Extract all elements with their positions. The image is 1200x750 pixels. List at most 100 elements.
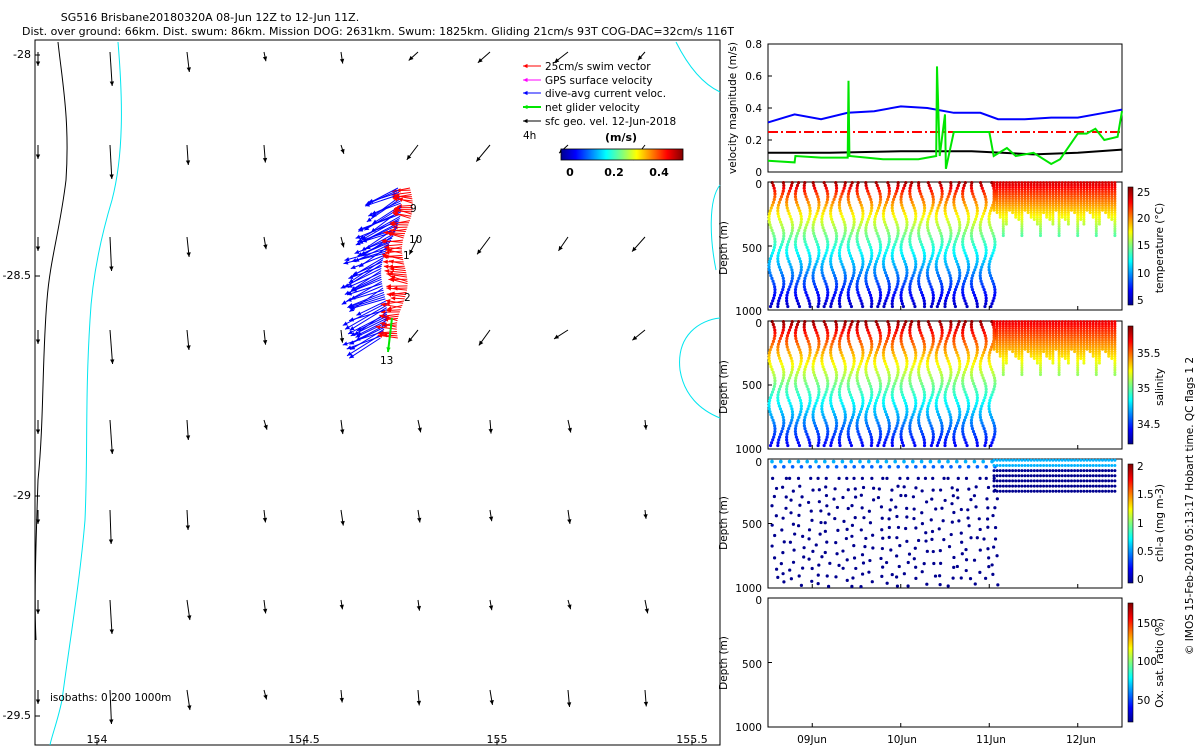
profile-point	[943, 351, 948, 355]
profile-point	[877, 424, 881, 428]
profile-point	[855, 424, 859, 428]
chl-point	[895, 554, 899, 558]
profile-point	[1008, 197, 1011, 201]
profile-point	[930, 192, 934, 196]
vel-ytick-0-6: 0.6	[745, 71, 762, 83]
profile-point	[957, 356, 961, 360]
section-colorbar-0	[1127, 186, 1134, 306]
profile-point	[980, 325, 984, 329]
chl-point	[1020, 474, 1024, 478]
profile-point	[934, 356, 938, 360]
chl-point	[814, 543, 818, 547]
profile-point	[1076, 211, 1080, 215]
profile-point	[912, 410, 916, 414]
profile-point	[1051, 347, 1055, 351]
profile-point	[773, 379, 777, 383]
profile-point	[929, 396, 933, 400]
profile-point	[816, 197, 821, 202]
profile-point	[1070, 204, 1073, 208]
profile-point	[843, 367, 847, 372]
profile-point	[971, 273, 975, 278]
profile-point	[851, 351, 855, 355]
profile-point	[1042, 192, 1046, 196]
profile-point	[808, 398, 812, 403]
profile-point	[918, 362, 922, 366]
profile-point	[1008, 345, 1011, 349]
profile-point	[1070, 192, 1073, 196]
chl-point	[1045, 489, 1049, 493]
profile-point	[1014, 327, 1018, 331]
profile-point	[1008, 331, 1011, 335]
dac-vector-31-head	[350, 264, 356, 270]
profile-point	[858, 248, 862, 252]
profile-point	[1001, 327, 1005, 331]
geo-arrow-0-6	[35, 600, 41, 614]
profile-point	[847, 438, 851, 442]
profile-point	[776, 254, 780, 258]
profile-point	[822, 181, 826, 185]
profile-point	[1110, 215, 1114, 219]
profile-point	[995, 199, 999, 203]
profile-point	[1039, 211, 1042, 215]
chl-point	[906, 584, 910, 588]
profile-point	[829, 265, 834, 269]
profile-point	[834, 367, 838, 372]
geo-arrow-7-7	[566, 689, 572, 708]
profile-point	[847, 237, 851, 241]
chl-point	[889, 548, 893, 552]
profile-point	[830, 356, 834, 360]
profile-point	[1110, 206, 1114, 210]
profile-point	[917, 276, 921, 280]
profile-point	[875, 231, 879, 235]
profile-point	[980, 404, 984, 408]
profile-point	[829, 345, 833, 349]
chl-point	[1017, 479, 1021, 483]
profile-point	[890, 304, 895, 309]
profile-point	[1063, 333, 1067, 337]
chl-point	[862, 516, 866, 520]
profile-point	[1001, 194, 1005, 198]
profile-point	[1110, 208, 1114, 212]
profile-point	[956, 421, 960, 425]
chl-point	[959, 507, 963, 512]
profile-point	[1070, 199, 1073, 203]
profile-point	[1011, 181, 1015, 185]
chl-point	[779, 459, 783, 464]
profile-point	[1042, 343, 1046, 347]
swim-vector-25-head	[381, 238, 387, 244]
profile-point	[1104, 181, 1108, 185]
profile-point	[982, 379, 986, 383]
profile-point	[899, 197, 903, 202]
profile-point	[905, 273, 909, 278]
profile-point	[1085, 181, 1089, 185]
chl-point	[902, 459, 906, 464]
chl-point	[1070, 489, 1073, 493]
profile-point	[1113, 222, 1117, 226]
chl-point	[1076, 479, 1080, 483]
profile-point	[790, 276, 794, 280]
profile-point	[961, 325, 965, 329]
profile-point	[895, 325, 900, 329]
profile-point	[869, 248, 873, 252]
speed-tick-0: 0	[566, 166, 574, 179]
profile-point	[1035, 204, 1039, 208]
profile-point	[1076, 199, 1080, 203]
profile-point	[798, 257, 802, 261]
chl-point	[967, 524, 971, 528]
profile-point	[1101, 338, 1104, 342]
chl-point	[885, 560, 889, 565]
profile-point	[773, 285, 777, 289]
profile-point	[1051, 192, 1055, 196]
swim-vector-50-head	[386, 292, 392, 297]
profile-point	[945, 356, 949, 360]
profile-point	[983, 443, 987, 448]
chl-point	[1073, 489, 1077, 493]
profile-point	[849, 418, 854, 422]
profile-point	[1113, 229, 1117, 233]
profile-point	[1110, 336, 1114, 340]
dac-vector-54	[344, 304, 387, 330]
profile-point	[795, 282, 799, 286]
profile-point	[922, 304, 927, 309]
profile-point	[1023, 324, 1027, 328]
profile-point	[1060, 352, 1064, 356]
